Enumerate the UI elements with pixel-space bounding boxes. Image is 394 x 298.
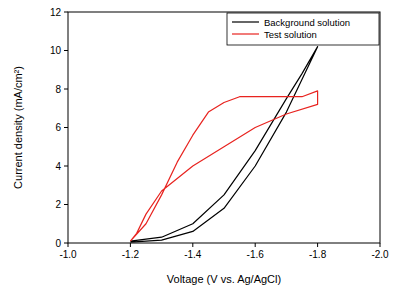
x-tick-label: -1.0 (59, 249, 77, 260)
x-tick-label: -1.4 (184, 249, 202, 260)
x-tick-label: -1.8 (309, 249, 327, 260)
x-tick (68, 243, 69, 247)
y-tick-label: 10 (50, 45, 62, 56)
x-tick (317, 243, 318, 247)
x-tick-label: -1.2 (122, 249, 140, 260)
series-line (130, 47, 317, 242)
y-tick-label: 0 (55, 238, 61, 249)
x-tick-label: -2.0 (371, 249, 389, 260)
chart-svg: -1.0 -1.2 -1.4 -1.6 -1.8 -2.0 0 2 4 6 8 10 12 Voltage… (0, 0, 394, 298)
y-tick-label: 8 (55, 84, 61, 95)
plot-area (130, 47, 317, 242)
legend: Background solutionTest solution (227, 13, 379, 45)
y-tick (64, 243, 68, 244)
x-axis-label: Voltage (V vs. Ag/AgCl) (167, 273, 281, 285)
plot-frame (68, 12, 380, 243)
y-axis-label: Current density (mA/cm²) (12, 66, 24, 189)
x-tick (130, 243, 131, 247)
y-tick (64, 89, 68, 90)
legend-swatch (232, 33, 259, 34)
x-tick-label: -1.6 (247, 249, 265, 260)
legend-box (227, 13, 379, 45)
y-tick (64, 204, 68, 205)
y-tick (64, 127, 68, 128)
legend-label: Test solution (264, 29, 317, 40)
chart-root: -1.0 -1.2 -1.4 -1.6 -1.8 -2.0 0 2 4 6 8 10 12 Voltage… (0, 0, 394, 298)
x-tick (255, 243, 256, 247)
y-tick-label: 4 (55, 161, 61, 172)
x-tick (192, 243, 193, 247)
y-tick (64, 12, 68, 13)
y-tick-label: 12 (50, 7, 62, 18)
legend-label: Background solution (264, 17, 350, 28)
y-tick-label: 2 (55, 199, 61, 210)
legend-swatch (232, 21, 259, 22)
y-tick (64, 166, 68, 167)
y-tick-label: 6 (55, 122, 61, 133)
series-line (130, 91, 317, 241)
y-tick (64, 50, 68, 51)
x-tick (380, 243, 381, 247)
